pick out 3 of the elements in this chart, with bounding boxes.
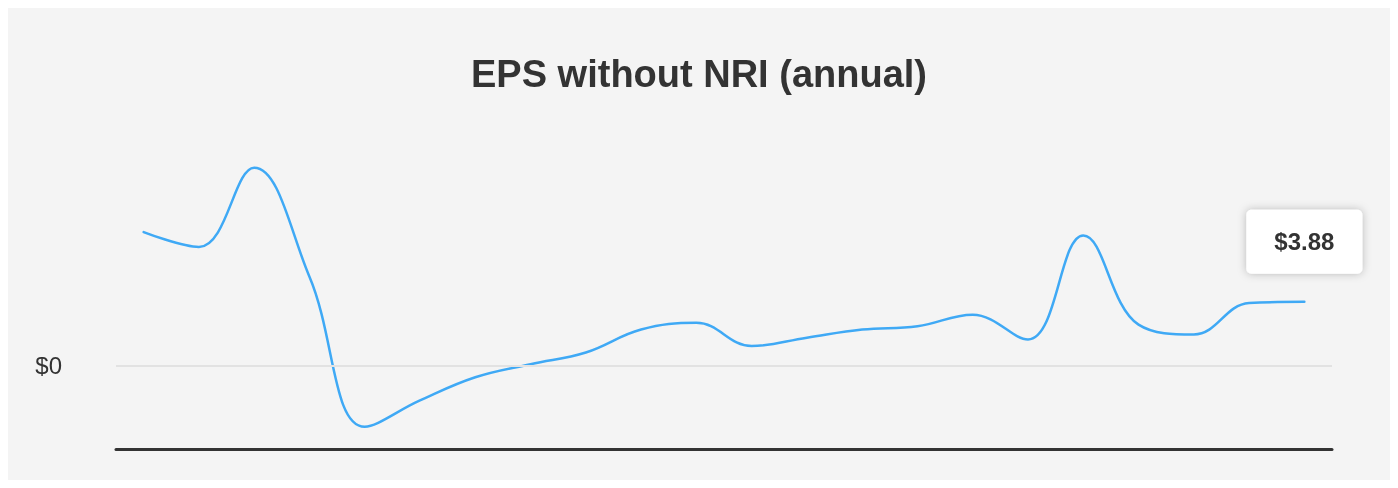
chart-title: EPS without NRI (annual) xyxy=(471,53,927,95)
ref-line-label: $0 xyxy=(35,352,62,380)
annotation: $3.88 xyxy=(1274,228,1335,256)
